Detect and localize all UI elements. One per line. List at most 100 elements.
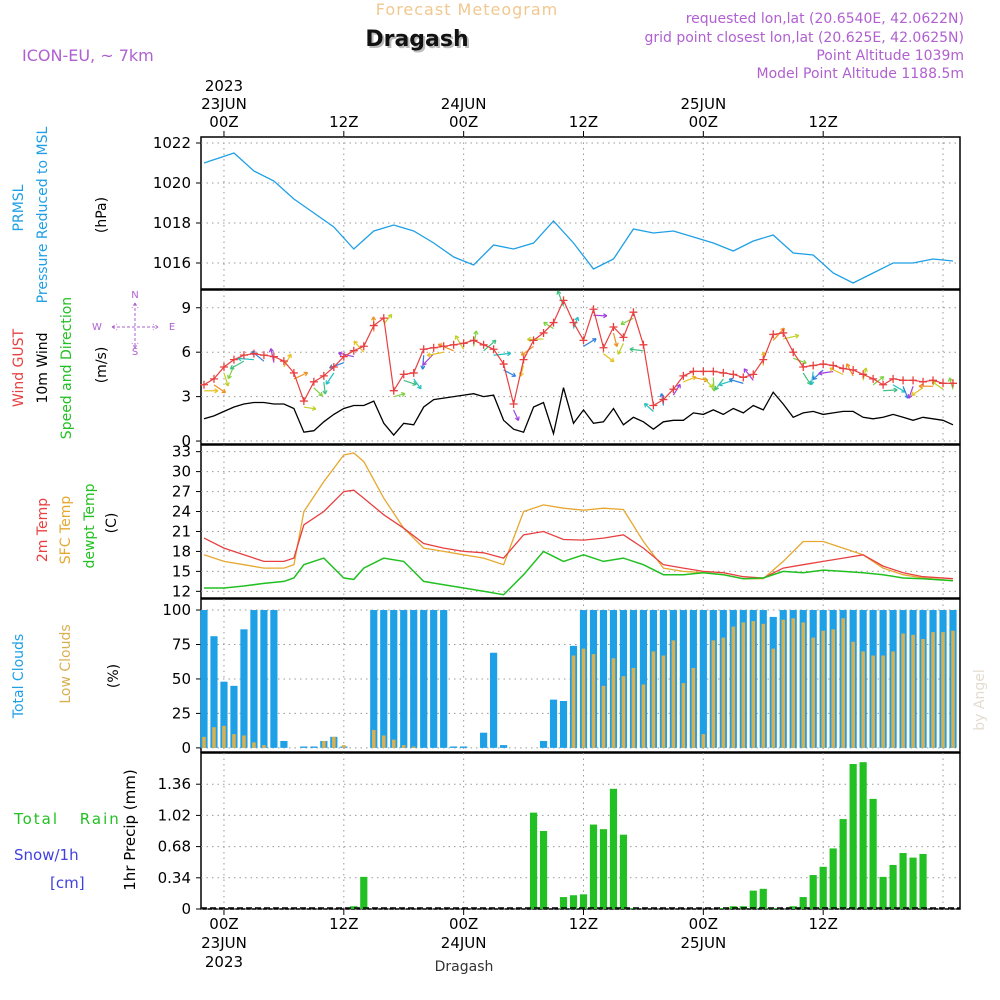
low-clouds-bar	[262, 745, 266, 748]
top-axis-label: 12Z	[808, 113, 837, 131]
wind-direction-arrow	[583, 338, 597, 347]
wind-arrow-head	[911, 391, 916, 396]
total-clouds-bar	[500, 745, 508, 748]
total-clouds-bar	[210, 636, 218, 748]
wind-arrow-head	[809, 381, 815, 386]
wind-direction-arrow	[908, 386, 914, 399]
precip-bar	[539, 831, 548, 909]
wind-gust-marker	[709, 367, 718, 376]
wind-direction-arrow	[427, 351, 444, 357]
wind-arrow-head	[311, 405, 317, 411]
wind-gust-marker	[199, 380, 208, 389]
low-clouds-bar	[861, 651, 865, 748]
info-requested: requested lon,lat (20.6540E, 42.0622N)	[686, 11, 964, 27]
total-clouds-bar	[380, 610, 388, 748]
watermark: by Angel	[972, 669, 988, 730]
wind-gust-marker	[299, 397, 308, 406]
wind-arrow-head	[412, 381, 417, 386]
wind-gust-marker	[339, 352, 348, 361]
low-clouds-bar	[571, 655, 576, 748]
wind-gust-marker	[499, 360, 508, 369]
precip-bar	[869, 798, 877, 909]
total-clouds-bar	[679, 610, 687, 748]
clouds-unit: (%)	[106, 664, 122, 688]
wind-gust-marker	[899, 376, 908, 385]
wind-arrow-head	[629, 346, 634, 353]
total-clouds-bar	[390, 610, 398, 748]
precip-bar	[879, 876, 887, 909]
temp-ytick-label: 12	[172, 582, 191, 600]
low-clouds-bar	[751, 621, 756, 748]
total-clouds-bar	[559, 701, 568, 748]
wind-direction-arrow	[403, 379, 417, 386]
wind-gust-marker	[619, 333, 628, 342]
bottom-axis-label: 23JUN	[201, 934, 247, 952]
precip-unit: 1hr Precip (mm)	[121, 769, 139, 890]
footer-station: Dragash	[435, 959, 494, 975]
wind-arrow-head	[422, 360, 427, 366]
wind-arrow-head	[224, 381, 230, 387]
precip-label-cm: [cm]	[50, 874, 85, 892]
top-axis-label: 12Z	[329, 113, 358, 131]
wind-gust-marker	[679, 371, 688, 380]
wind-gust-marker	[239, 351, 248, 360]
bottom-axis-label: 00Z	[209, 915, 238, 933]
clouds-panel: 0 25 50 75 100	[162, 598, 961, 757]
pressure-panel: 1016 1018 1020 1022	[153, 134, 961, 290]
temp-ytick-label: 15	[172, 562, 191, 580]
wind-direction-arrow	[620, 317, 634, 325]
precip-bar	[889, 864, 897, 909]
total-clouds-bar	[699, 610, 707, 748]
precip-bar	[809, 875, 817, 909]
wind-gust-marker	[729, 370, 738, 379]
wind-direction-arrow	[413, 378, 422, 390]
low-clouds-bar	[222, 725, 226, 748]
wind-gust-marker	[639, 340, 648, 349]
wind-arrow-head	[845, 363, 851, 368]
wind-direction-arrow	[483, 339, 497, 352]
wind-gust-line	[203, 298, 953, 407]
wind-arrow-head	[227, 374, 232, 380]
low-clouds-bar	[371, 729, 376, 748]
wind-arrow-head	[268, 348, 274, 353]
wind-arrow-head	[616, 350, 622, 355]
total-clouds-bar	[450, 746, 458, 748]
precip-label-snow: Snow/1h	[14, 846, 79, 864]
total-clouds-bar	[240, 629, 248, 748]
low-clouds-bar	[791, 618, 796, 748]
low-clouds-bar	[621, 676, 626, 748]
wind-gust-marker	[749, 370, 758, 379]
compass-s: S	[132, 347, 138, 358]
wind-gust-marker	[879, 380, 888, 389]
wind-arrow-head	[907, 394, 913, 399]
wind-unit: (m/s)	[94, 347, 110, 384]
precip-ytick-label: 1.02	[158, 806, 191, 824]
total-clouds-bar	[370, 610, 378, 748]
low-clouds-bar	[212, 727, 216, 748]
wind-gust-marker	[349, 346, 358, 355]
low-clouds-bar	[811, 637, 815, 748]
compass-cross	[111, 302, 159, 349]
wind-gust-marker	[919, 377, 928, 386]
top-axis-label: 25JUN	[680, 95, 726, 113]
precip-bar	[579, 894, 588, 909]
total-clouds-bar	[300, 746, 308, 748]
total-clouds-bar	[400, 610, 408, 748]
wind-arrow-head	[728, 377, 734, 383]
wind-arrow-head	[491, 339, 497, 345]
bottom-axis-label: 12Z	[569, 915, 598, 933]
top-axis-label: 00Z	[209, 113, 238, 131]
wind-gust-marker	[379, 314, 388, 323]
wind-direction-arrow	[743, 368, 754, 381]
wind-direction-arrow	[612, 332, 618, 347]
compass-e: E	[169, 322, 175, 333]
wind-arrow-head	[676, 383, 681, 389]
clouds-ytick-label: 25	[172, 704, 191, 722]
top-axis-label: 00Z	[689, 113, 718, 131]
title-top: Forecast Meteogram	[376, 0, 558, 19]
wind-arrow-head	[426, 352, 432, 358]
precip-bar	[919, 853, 927, 909]
low-clouds-bar	[671, 640, 676, 748]
wind-direction-arrow	[644, 403, 654, 412]
